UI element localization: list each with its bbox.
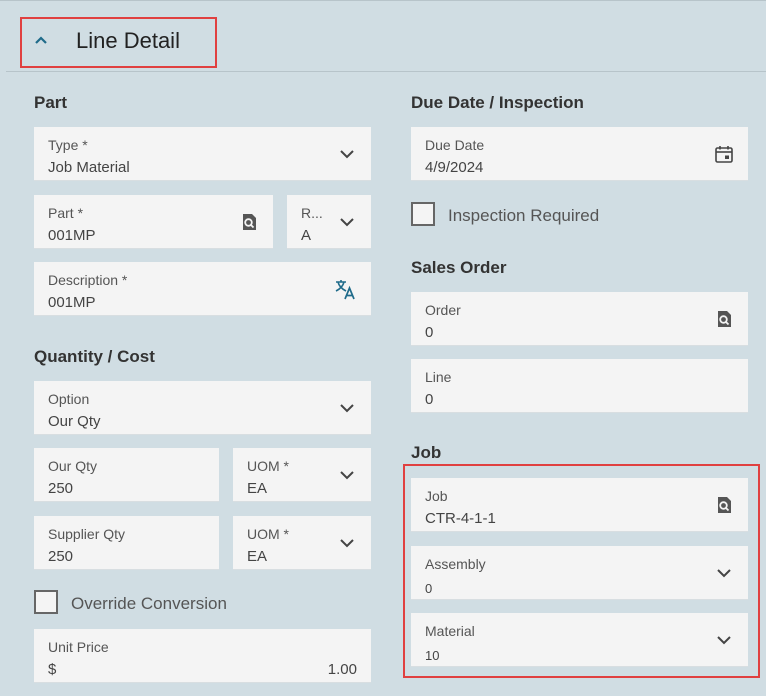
job-label: Job <box>425 488 448 504</box>
top-border <box>0 0 766 1</box>
line-field[interactable]: Line 0 <box>411 359 748 413</box>
supplier-qty-value: 250 <box>48 548 74 565</box>
section-title-sales-order: Sales Order <box>411 258 507 277</box>
header-highlight-box <box>20 17 217 68</box>
line-value: 0 <box>425 391 434 408</box>
chevron-down-icon[interactable] <box>337 398 357 418</box>
translate-icon[interactable] <box>333 277 357 301</box>
option-dropdown[interactable]: Option Our Qty <box>34 381 371 435</box>
revision-value: A <box>301 227 312 244</box>
section-title-due-date-inspection: Due Date / Inspection <box>411 93 584 112</box>
our-qty-label: Our Qty <box>48 458 98 474</box>
our-qty-value: 250 <box>48 480 74 497</box>
option-label: Option <box>48 391 90 407</box>
material-label: Material <box>425 623 475 639</box>
part-field[interactable]: Part * 001MP <box>34 195 273 249</box>
supplier-uom-dropdown[interactable]: UOM * EA <box>233 516 371 570</box>
chevron-up-icon[interactable] <box>34 33 48 47</box>
search-icon[interactable] <box>714 309 734 329</box>
order-label: Order <box>425 302 461 318</box>
our-uom-label: UOM * <box>247 458 289 474</box>
unit-price-currency: $ <box>48 661 57 678</box>
inspection-required-label: Inspection Required <box>448 206 600 225</box>
chevron-down-icon[interactable] <box>714 630 734 650</box>
job-value: CTR-4-1-1 <box>425 510 496 527</box>
section-title-part: Part <box>34 93 68 112</box>
our-qty-field[interactable]: Our Qty 250 <box>34 448 219 502</box>
supplier-qty-label: Supplier Qty <box>48 526 126 542</box>
description-value: 001MP <box>48 294 96 311</box>
assembly-label: Assembly <box>425 556 486 572</box>
part-value: 001MP <box>48 227 96 244</box>
our-uom-value: EA <box>247 480 268 497</box>
line-label: Line <box>425 369 452 385</box>
override-conversion-label: Override Conversion <box>71 594 227 613</box>
type-value: Job Material <box>48 159 130 176</box>
override-conversion-checkbox[interactable] <box>34 590 58 614</box>
line-detail-header[interactable] <box>6 6 766 72</box>
option-value: Our Qty <box>48 413 101 430</box>
chevron-down-icon[interactable] <box>337 212 357 232</box>
unit-price-value: 1.00 <box>327 661 357 678</box>
search-icon[interactable] <box>714 495 734 515</box>
due-date-field[interactable]: Due Date 4/9/2024 <box>411 127 748 181</box>
supplier-uom-label: UOM * <box>247 526 289 542</box>
assembly-value: 0 <box>425 581 433 596</box>
inspection-required-checkbox[interactable] <box>411 202 435 226</box>
supplier-qty-field[interactable]: Supplier Qty 250 <box>34 516 219 570</box>
calendar-icon[interactable] <box>714 144 734 164</box>
order-value: 0 <box>425 324 434 341</box>
search-icon[interactable] <box>239 212 259 232</box>
our-uom-dropdown[interactable]: UOM * EA <box>233 448 371 502</box>
material-value: 10 <box>425 648 440 663</box>
due-date-value: 4/9/2024 <box>425 159 484 176</box>
due-date-label: Due Date <box>425 137 485 153</box>
job-highlight-box <box>403 464 760 678</box>
type-label: Type * <box>48 137 88 153</box>
material-dropdown[interactable]: Material 10 <box>411 613 748 667</box>
unit-price-label: Unit Price <box>48 639 109 655</box>
job-field[interactable]: Job CTR-4-1-1 <box>411 478 748 532</box>
part-label: Part * <box>48 205 84 221</box>
revision-label: R... <box>301 205 323 221</box>
order-field[interactable]: Order 0 <box>411 292 748 346</box>
section-title-quantity-cost: Quantity / Cost <box>34 347 155 366</box>
description-label: Description * <box>48 272 128 288</box>
assembly-dropdown[interactable]: Assembly 0 <box>411 546 748 600</box>
chevron-down-icon[interactable] <box>337 533 357 553</box>
type-dropdown[interactable]: Type * Job Material <box>34 127 371 181</box>
chevron-down-icon[interactable] <box>337 465 357 485</box>
supplier-uom-value: EA <box>247 548 268 565</box>
chevron-down-icon[interactable] <box>714 563 734 583</box>
revision-dropdown[interactable]: R... A <box>287 195 371 249</box>
unit-price-field[interactable]: Unit Price $ 1.00 <box>34 629 371 683</box>
section-title-job: Job <box>411 443 442 462</box>
chevron-down-icon[interactable] <box>337 144 357 164</box>
description-field[interactable]: Description * 001MP <box>34 262 371 316</box>
page-title: Line Detail <box>76 28 180 53</box>
